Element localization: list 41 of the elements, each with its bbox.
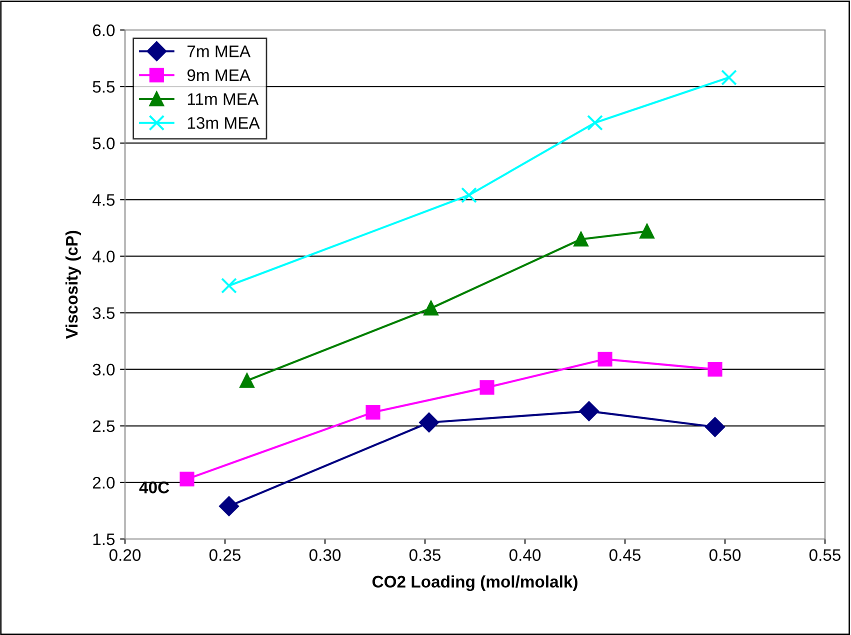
point (461, 187, 477, 204)
y-tick-label: 1.5 (93, 534, 115, 546)
point (579, 401, 599, 422)
y-tick-label: 2.5 (92, 420, 115, 432)
y-tick-label: 4.0 (92, 250, 115, 262)
y-axis-title: Viscosity (cP) (65, 230, 81, 339)
point (366, 405, 380, 420)
point (240, 373, 254, 388)
point (221, 278, 237, 294)
point (180, 472, 194, 486)
x-tick-label: 0.50 (709, 549, 741, 561)
x-tick-label: 0.55 (809, 549, 841, 561)
x-tick-label: 0.30 (309, 549, 341, 561)
x-tick-label: 0.20 (109, 549, 141, 561)
x-tick-label: 0.35 (409, 549, 441, 561)
point (424, 300, 438, 316)
y-tick-label: 2.0 (92, 476, 115, 489)
point (721, 70, 737, 86)
point (587, 114, 603, 131)
legend-label: 9m MEA (187, 69, 251, 82)
point (574, 232, 588, 247)
x-tick-label: 0.45 (609, 549, 641, 561)
point (640, 224, 654, 239)
point (419, 412, 439, 432)
legend-label: 7m MEA (188, 46, 251, 58)
y-tick-label: 3.5 (92, 307, 115, 319)
y-tick-label: 3.0 (92, 364, 115, 376)
point (708, 362, 722, 377)
x-axis-title: CO2 Loading (mol/molalk) (372, 575, 578, 591)
y-tick-label: 4.5 (92, 194, 115, 206)
legend-label: 13m MEA (188, 117, 260, 129)
point (705, 417, 725, 437)
y-tick-label: 6.0 (92, 24, 115, 36)
x-tick-label: 0.25 (209, 549, 241, 561)
y-tick-label: 5.0 (92, 138, 115, 150)
point (598, 352, 612, 366)
point (480, 380, 494, 395)
point (219, 496, 239, 516)
y-tick-label: 5.5 (92, 81, 115, 93)
legend-label: 11m MEA (188, 93, 259, 105)
x-tick-label: 0.40 (509, 549, 541, 561)
